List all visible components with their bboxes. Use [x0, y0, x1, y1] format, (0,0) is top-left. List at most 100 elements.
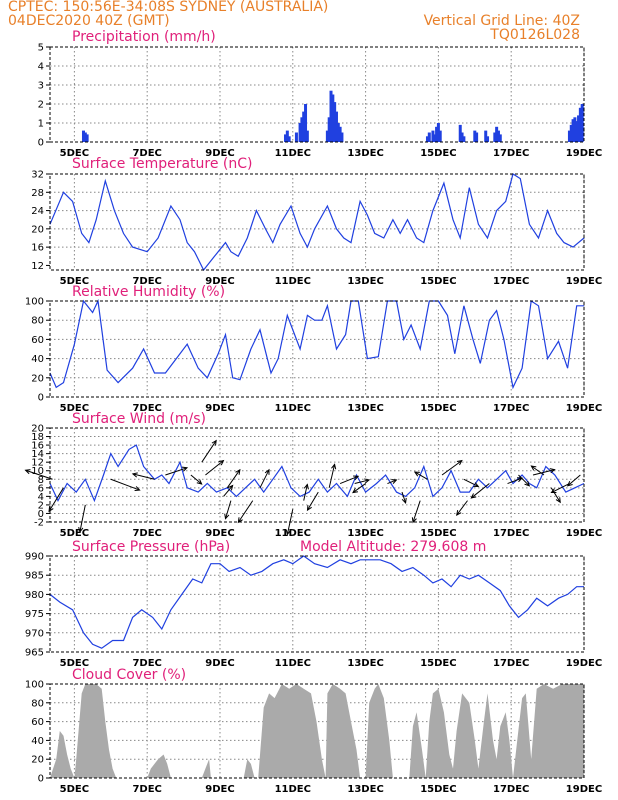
panel-title: Surface Pressure (hPa)	[72, 539, 230, 555]
x-tick-label: 7DEC	[132, 276, 161, 287]
wind-arrow-head	[353, 475, 360, 481]
wind-arrow	[190, 474, 203, 485]
y-tick-label: 970	[25, 628, 44, 639]
wind-arrow-head	[78, 526, 84, 534]
x-tick-label: 5DEC	[60, 658, 89, 669]
precip-bar	[340, 132, 344, 142]
panel-frame	[49, 46, 585, 143]
header-location: CPTEC: 150:56E-34:08S SYDNEY (AUSTRALIA)	[8, 0, 329, 15]
wind-arrow-head	[364, 478, 371, 484]
y-tick-label: 965	[25, 648, 44, 659]
precip-bar	[580, 104, 584, 142]
header-date: 04DEC2020 40Z (GMT)	[8, 13, 170, 29]
wind-arrow-shaft	[414, 471, 428, 480]
precip-bar	[327, 117, 331, 142]
panel-title: Surface Temperature (nC)	[72, 156, 253, 172]
wind-arrow-shaft	[259, 469, 270, 489]
wind-arrow-shaft	[352, 483, 366, 493]
wind-arrow-shaft	[226, 469, 241, 489]
y-tick-label: 20	[31, 224, 44, 235]
x-tick-label: 11DEC	[275, 784, 311, 795]
wind-arrow-shaft	[201, 440, 217, 463]
wind-arrow-shaft	[471, 483, 490, 499]
wind-arrow-head	[264, 468, 270, 475]
precip-bar	[334, 111, 338, 142]
wind-arrow-shaft	[132, 473, 155, 480]
wind-arrow	[223, 484, 234, 497]
wind-arrow	[110, 478, 141, 492]
wind-arrow	[78, 504, 86, 534]
wind-arrow	[401, 491, 407, 504]
precip-bar	[331, 94, 335, 142]
x-tick-label: 15DEC	[420, 658, 456, 669]
wind-arrow-shaft	[237, 500, 254, 523]
y-tick-label: 2	[38, 100, 44, 111]
wind-arrow	[226, 468, 241, 489]
panel-frame	[49, 300, 585, 398]
wind-arrow-head	[285, 529, 291, 536]
wind-arrow	[463, 478, 480, 487]
precip-bar	[438, 130, 442, 142]
precip-bar	[458, 124, 462, 142]
y-tick-label: 4	[38, 62, 44, 73]
wind-arrow-shaft	[387, 479, 397, 485]
panel-frame	[49, 173, 585, 271]
wind-arrow-head	[530, 465, 537, 471]
wind-arrow-head	[303, 483, 309, 490]
precip-bar	[333, 102, 337, 142]
wind-arrow	[259, 468, 270, 489]
y-tick-label: 60	[31, 717, 44, 728]
wind-arrow-head	[413, 471, 420, 477]
wind-arrow-shaft	[165, 467, 188, 476]
wind-arrow-shaft	[205, 460, 224, 476]
y-tick-label: 4	[38, 492, 44, 503]
precip-bar	[304, 104, 308, 142]
wind-arrow-head	[550, 488, 557, 494]
x-tick-label: 19DEC	[566, 658, 602, 669]
wind-arrow-shaft	[412, 500, 421, 523]
wind-arrow	[352, 483, 366, 494]
precip-bar	[435, 126, 439, 142]
y-tick-label: 20	[31, 373, 44, 384]
wind-arrow	[411, 500, 421, 524]
wind-arrow	[201, 439, 217, 463]
precip-bar	[486, 136, 490, 142]
x-tick-label: 5DEC	[60, 403, 89, 414]
wind-arrow	[532, 468, 556, 476]
precip-bar	[578, 107, 582, 142]
series-line	[49, 298, 584, 390]
wind-arrow-shaft	[354, 479, 370, 485]
series-line	[49, 173, 585, 272]
precip-bar	[285, 130, 289, 142]
panel-frame	[49, 427, 585, 523]
precip-bar	[462, 136, 466, 142]
precip-bar	[495, 126, 499, 142]
x-tick-label: 17DEC	[493, 784, 529, 795]
wind-arrow	[165, 466, 189, 476]
header-run-code: TQ0126L028	[490, 27, 580, 43]
wind-arrow-head	[411, 517, 417, 524]
precip-bar	[336, 123, 340, 142]
x-tick-label: 13DEC	[347, 148, 383, 159]
precip-bar	[433, 134, 437, 142]
precip-bar	[475, 132, 479, 142]
y-tick-label: 16	[31, 243, 44, 254]
panel-1: Precipitation (mm/h) 0 1 2 3 4 5 5DEC 7DEC 9DEC 11…	[38, 29, 603, 159]
wind-arrow	[550, 483, 570, 494]
precip-bar	[305, 130, 309, 142]
precip-bar	[85, 134, 89, 142]
wind-arrow	[306, 491, 319, 512]
wind-arrow-shaft	[190, 474, 202, 485]
panel-frame	[49, 555, 585, 653]
wind-arrow-shaft	[456, 500, 468, 516]
precip-bar	[81, 130, 85, 142]
wind-arrow-shaft	[48, 487, 64, 512]
wind-arrow-shaft	[401, 491, 407, 504]
wind-arrow-head	[566, 481, 573, 487]
wind-arrow	[456, 500, 468, 516]
panel-3: Relative Humidity (%) 0 20 40 60 80 100 5DEC 7DE…	[25, 284, 602, 414]
wind-arrow	[354, 478, 371, 485]
y-tick-label: 32	[31, 170, 44, 181]
x-tick-label: 7DEC	[132, 784, 161, 795]
cloud-area	[50, 684, 584, 778]
